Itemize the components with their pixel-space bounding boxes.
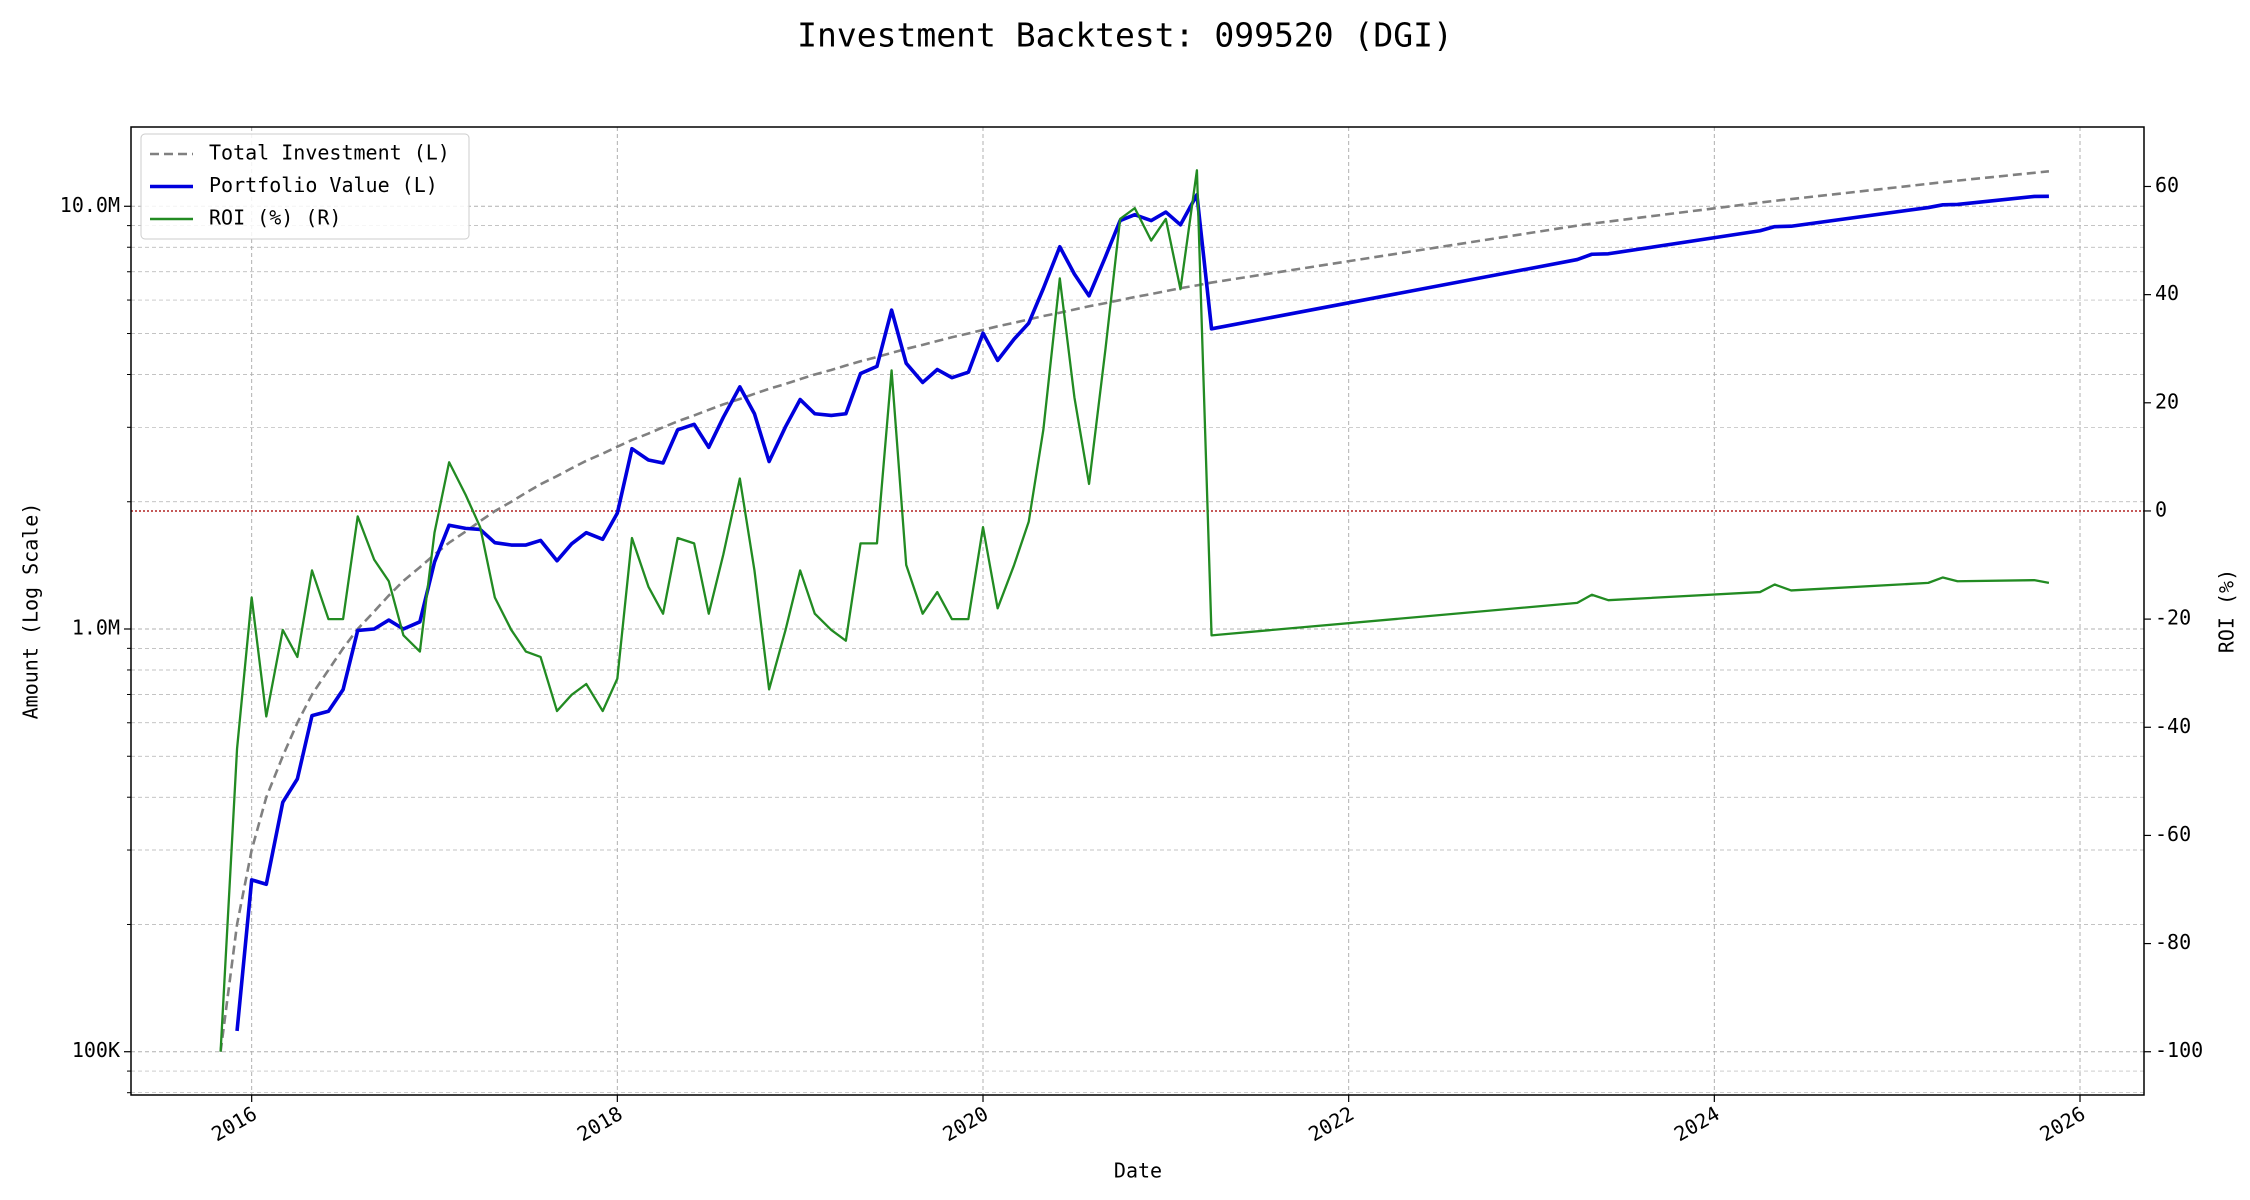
x-axis-label: Date [1114,1159,1162,1183]
series-line [219,169,2050,1052]
legend-label: Total Investment (L) [209,141,450,165]
x-tick-label: 2026 [2036,1101,2090,1146]
series-line [235,192,2049,1032]
y2-tick-label: -100 [2155,1038,2203,1062]
y2-tick-label: 0 [2155,497,2167,521]
y2-tick-label: 40 [2155,281,2179,305]
y2-tick-label: -80 [2155,930,2191,954]
y2-tick-label: -40 [2155,714,2191,738]
x-tick-label: 2024 [1670,1101,1724,1146]
plot-frame [130,126,2145,1096]
x-tick-label: 2022 [1304,1101,1358,1146]
x-tick-label: 2016 [207,1101,261,1146]
y2-axis-label: ROI (%) [2215,569,2239,653]
x-tick-label: 2020 [939,1101,993,1146]
y-tick-label: 100K [72,1038,120,1062]
legend-label: Portfolio Value (L) [209,173,438,197]
x-tick-label: 2018 [573,1101,627,1146]
chart-title: Investment Backtest: 099520 (DGI) [797,16,1453,55]
y2-tick-label: 20 [2155,389,2179,413]
plot-area [219,169,2050,1052]
legend-box [140,133,470,240]
y-axis-label: Amount (Log Scale) [19,503,43,720]
y2-tick-label: -60 [2155,822,2191,846]
legend-label: ROI (%) (R) [209,206,341,230]
y2-tick-label: 60 [2155,173,2179,197]
y-tick-label: 10.0M [60,193,120,217]
y-tick-label: 1.0M [72,615,120,639]
series-line [219,169,2050,1052]
y2-tick-label: -20 [2155,606,2191,630]
